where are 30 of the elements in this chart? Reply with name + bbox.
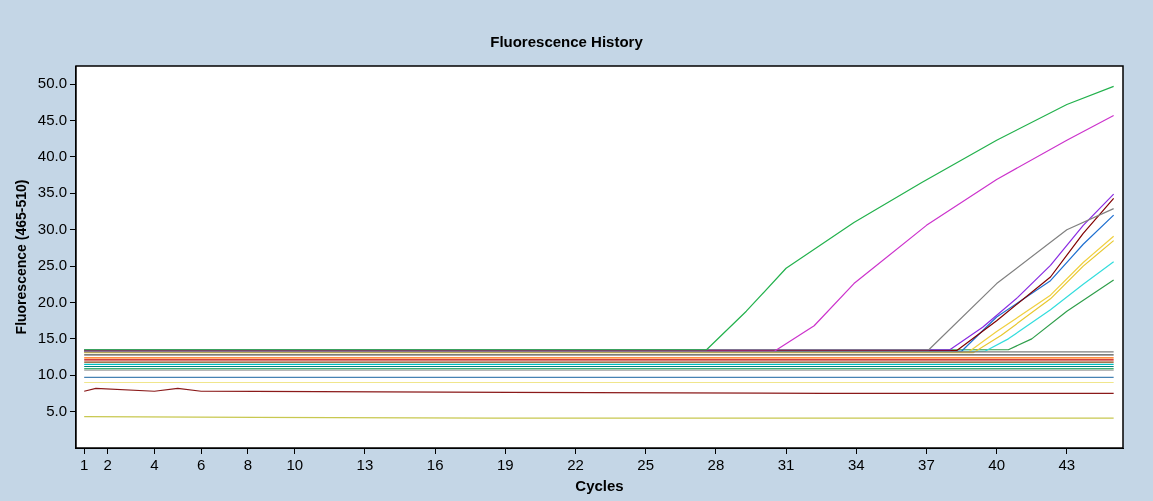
y-tick-label: 5.0 <box>46 401 67 419</box>
x-axis-title: Cycles <box>575 477 624 495</box>
y-tick-label: 30.0 <box>37 219 67 237</box>
x-tick-label: 13 <box>356 456 374 474</box>
x-tick-label: 4 <box>150 456 159 474</box>
y-tick-label: 35.0 <box>37 183 67 201</box>
y-tick-label: 15.0 <box>37 329 67 346</box>
x-tick-label: 6 <box>197 456 206 474</box>
x-tick-label: 16 <box>426 456 444 474</box>
y-axis-title: Fluorescence (465-510) <box>13 179 30 335</box>
y-tick-label: 10.0 <box>37 365 67 383</box>
y-tick-label: 50.0 <box>37 74 67 92</box>
y-tick-label: 45.0 <box>37 110 67 128</box>
x-tick-label: 37 <box>918 456 935 474</box>
chart-title: Fluorescence History <box>490 33 644 51</box>
x-tick-label: 10 <box>286 456 304 474</box>
x-tick-label: 25 <box>637 456 655 474</box>
x-tick-label: 43 <box>1058 456 1076 474</box>
x-tick-label: 1 <box>80 456 89 474</box>
x-tick-label: 34 <box>847 456 865 474</box>
x-tick-label: 40 <box>988 456 1005 474</box>
x-tick-label: 2 <box>103 456 112 474</box>
x-tick-label: 19 <box>496 456 514 474</box>
x-tick-label: 8 <box>243 456 253 474</box>
y-tick-label: 25.0 <box>37 256 67 274</box>
x-tick-label: 31 <box>777 456 795 474</box>
y-tick-label: 20.0 <box>37 292 67 310</box>
y-tick-label: 40.0 <box>37 147 67 165</box>
x-tick-label: 22 <box>567 456 584 474</box>
x-tick-label: 28 <box>707 456 725 474</box>
